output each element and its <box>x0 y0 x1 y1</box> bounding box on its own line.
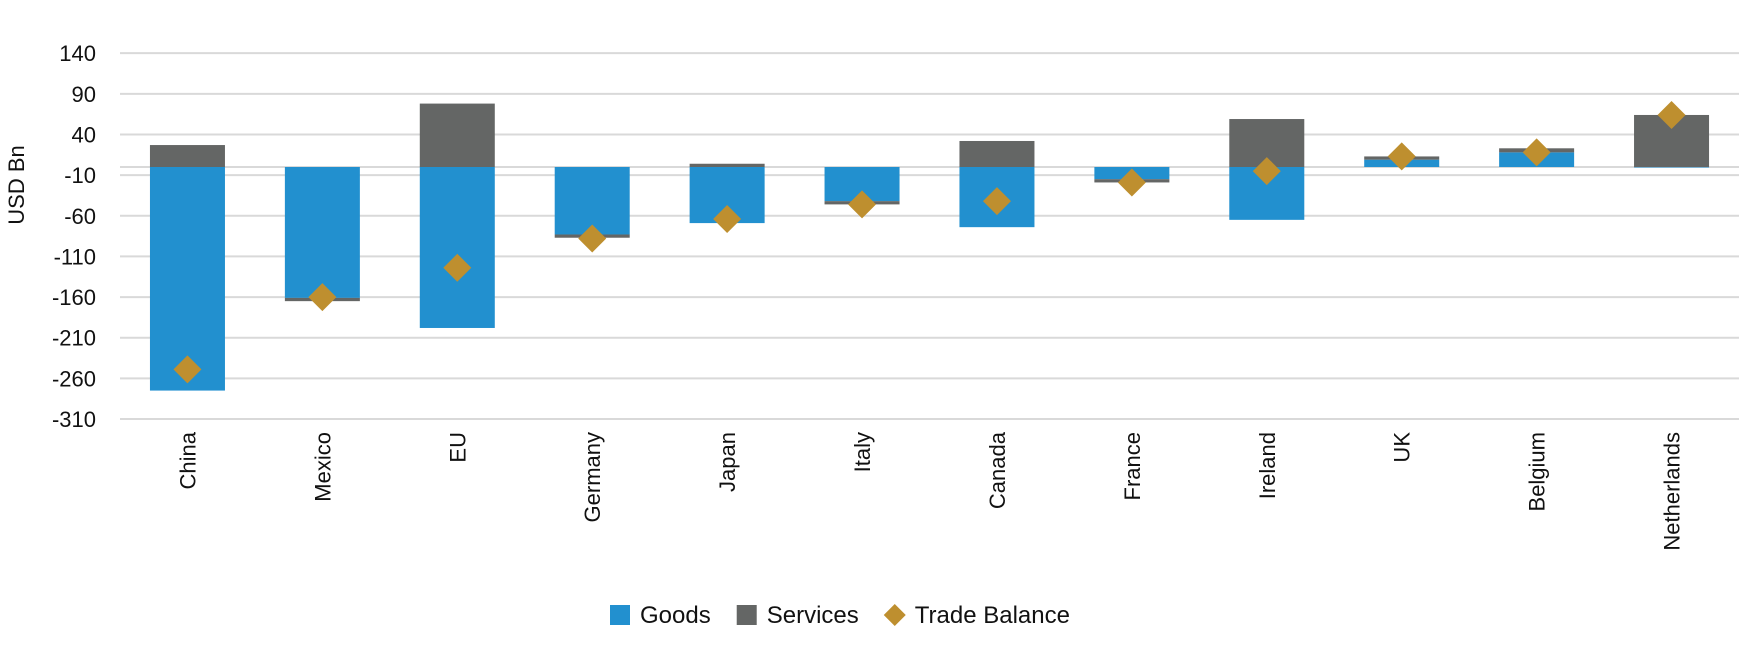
x-tick-label: Ireland <box>1255 432 1280 499</box>
marker-trade-balance-uk <box>1387 142 1416 171</box>
y-tick-label: -160 <box>52 285 96 310</box>
y-tick-label: -310 <box>52 407 96 432</box>
y-axis-title: USD Bn <box>4 145 29 224</box>
y-tick-label: -210 <box>52 326 96 351</box>
y-tick-label: 140 <box>59 41 96 66</box>
x-axis-labels: China Mexico EU Germany Japan Italy Canada Fran… <box>175 431 1684 550</box>
x-tick-label: Germany <box>580 432 605 522</box>
legend-label: Trade Balance <box>915 602 1070 629</box>
bar-goods-germany <box>554 167 630 235</box>
bar-services-china <box>149 145 225 167</box>
legend-trade-balance-icon <box>883 604 906 626</box>
marker-trade-balance-ireland <box>1252 157 1281 186</box>
bar-goods-china <box>149 167 225 391</box>
bar-services-japan <box>689 163 765 167</box>
x-tick-label: Canada <box>985 431 1010 509</box>
bar-goods-mexico <box>284 167 360 298</box>
x-tick-label: Italy <box>850 432 875 472</box>
bar-services-canada <box>959 140 1035 167</box>
x-tick-label: France <box>1120 432 1145 500</box>
legend: Goods Services Trade Balance <box>610 602 1070 629</box>
marker-trade-balance-france <box>1117 168 1146 197</box>
x-tick-label: EU <box>445 432 470 463</box>
legend-services-icon <box>736 605 757 625</box>
marker-trade-balance-eu <box>443 253 472 282</box>
marker-trade-balance-belgium <box>1522 138 1551 167</box>
marker-trade-balance-china <box>173 355 202 384</box>
marker-trade-balance-germany <box>578 224 607 253</box>
marker-trade-balance-italy <box>848 190 877 219</box>
bar-services-eu <box>419 103 495 167</box>
y-tick-label: -260 <box>52 366 96 391</box>
trade-balance-markers <box>173 100 1686 384</box>
x-tick-label: Mexico <box>310 432 335 502</box>
legend-goods-icon <box>610 605 630 625</box>
bar-goods-eu <box>419 167 495 328</box>
x-tick-label: China <box>175 431 200 489</box>
marker-trade-balance-japan <box>713 205 742 234</box>
marker-trade-balance-canada <box>982 187 1011 216</box>
bars <box>149 103 1710 391</box>
x-tick-label: UK <box>1390 432 1415 463</box>
legend-label: Services <box>767 602 859 629</box>
y-tick-label: -60 <box>64 204 96 229</box>
y-axis-ticks: 140 90 40 -10 -60 -110 -160 -210 -260 -310 <box>52 41 96 432</box>
y-tick-label: 90 <box>72 82 96 107</box>
gridlines <box>120 52 1739 421</box>
x-tick-label: Belgium <box>1525 432 1550 511</box>
marker-trade-balance-netherlands <box>1657 100 1686 129</box>
legend-label: Goods <box>640 602 711 629</box>
x-tick-label: Netherlands <box>1660 432 1685 551</box>
y-tick-label: 40 <box>72 122 96 147</box>
x-tick-label: Japan <box>715 432 740 492</box>
y-tick-label: -10 <box>64 163 96 188</box>
y-tick-label: -110 <box>54 244 96 269</box>
bar-goods-netherlands <box>1634 167 1710 168</box>
marker-trade-balance-mexico <box>308 283 337 312</box>
